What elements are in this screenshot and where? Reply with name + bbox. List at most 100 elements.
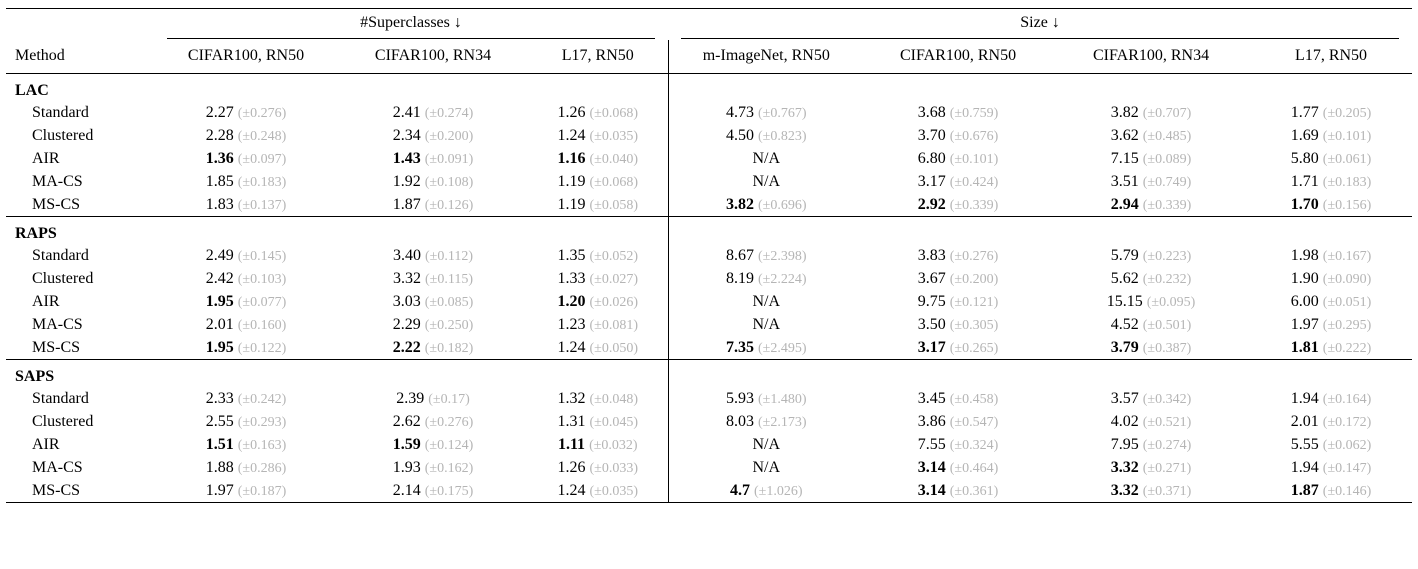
metric-value: 6.00 [1290,292,1319,310]
value-cell: 1.26 (±0.033) [528,456,668,479]
uncertainty-value: (±0.062) [1322,437,1372,453]
value-cell: 7.95 (±0.274) [1052,433,1250,456]
uncertainty-value: (±0.339) [949,197,999,213]
section-row-spacer [667,359,1413,387]
uncertainty-value: (±0.045) [589,414,639,430]
value-cell: 1.88 (±0.286) [154,456,338,479]
metric-value: 1.11 [557,435,586,453]
uncertainty-value: (±0.172) [1322,414,1372,430]
metric-value: 3.17 [917,338,946,356]
uncertainty-value: (±0.387) [1142,340,1192,356]
metric-value: 1.98 [1290,246,1319,264]
value-cell: 2.01 (±0.172) [1250,410,1412,433]
metric-value: 1.59 [392,435,421,453]
metric-value: 2.33 [205,389,234,407]
metric-value: 1.83 [205,195,234,213]
value-cell: 3.50 (±0.305) [864,313,1052,336]
value-cell: 1.51 (±0.163) [154,433,338,456]
metric-value: 3.68 [917,103,946,121]
metric-value: 8.03 [726,412,755,430]
metric-value: 7.35 [726,338,755,356]
uncertainty-value: (±0.759) [949,105,999,121]
value-cell: 1.32 (±0.048) [528,387,668,410]
metric-value: 4.73 [726,103,755,121]
uncertainty-value: (±0.121) [949,294,999,310]
metric-value: 2.34 [392,126,421,144]
value-cell: 3.40 (±0.112) [338,244,528,267]
section-header-row: LAC [6,73,1413,101]
value-cell: 1.35 (±0.052) [528,244,668,267]
uncertainty-value: (±0.276) [424,414,474,430]
method-cell: MA-CS [32,458,83,476]
value-cell: 1.24 (±0.035) [528,124,668,147]
uncertainty-value: (±0.276) [237,105,287,121]
value-cell: 3.62 (±0.485) [1052,124,1250,147]
value-cell: 1.23 (±0.081) [528,313,668,336]
value-cell: 4.73 (±0.767) [667,101,865,124]
uncertainty-value: (±0.162) [424,460,474,476]
value-cell: 1.11 (±0.032) [528,433,668,456]
metric-value: 4.7 [730,481,751,499]
method-cell: MA-CS [32,315,83,333]
value-cell: 3.32 (±0.371) [1052,479,1250,503]
uncertainty-value: (±0.274) [1142,437,1192,453]
metric-value: 2.39 [396,389,425,407]
uncertainty-value: (±0.305) [949,317,999,333]
metric-value: 1.71 [1290,172,1319,190]
uncertainty-value: (±0.112) [425,248,473,264]
uncertainty-value: (±0.040) [589,151,639,167]
column-header: CIFAR100, RN34 [1052,40,1251,74]
value-cell: 2.49 (±0.145) [154,244,338,267]
uncertainty-value: (±0.295) [1322,317,1372,333]
method-cell: Standard [32,246,89,264]
value-cell: 4.50 (±0.823) [667,124,865,147]
metric-value: 1.87 [392,195,421,213]
value-cell: 1.70 (±0.156) [1250,193,1412,217]
value-cell: 1.59 (±0.124) [338,433,528,456]
value-cell: 1.43 (±0.091) [338,147,528,170]
value-cell: 2.42 (±0.103) [154,267,338,290]
metric-value: N/A [752,435,781,453]
metric-value: 1.92 [392,172,421,190]
uncertainty-value: (±0.749) [1142,174,1192,190]
uncertainty-value: (±0.124) [424,437,474,453]
uncertainty-value: (±0.242) [237,391,287,407]
column-group-cell: #Superclasses ↓ [154,9,668,41]
metric-value: 1.36 [205,149,234,167]
uncertainty-value: (±0.222) [1322,340,1372,356]
uncertainty-value: (±0.089) [1142,151,1192,167]
column-header: CIFAR100, RN50 [864,40,1053,74]
metric-value: N/A [752,292,781,310]
value-cell: 1.93 (±0.162) [338,456,528,479]
metric-value: 3.70 [917,126,946,144]
metric-value: 1.35 [557,246,586,264]
metric-value: 1.95 [205,292,234,310]
uncertainty-value: (±0.035) [589,483,639,499]
uncertainty-value: (±0.095) [1146,294,1196,310]
value-cell: 3.03 (±0.085) [338,290,528,313]
value-cell: 8.19 (±2.224) [667,267,865,290]
uncertainty-value: (±0.050) [589,340,639,356]
metric-value: 3.67 [917,269,946,287]
section-row-spacer [667,73,1413,101]
uncertainty-value: (±0.103) [237,271,287,287]
method-cell: MS-CS [32,338,81,356]
method-cell: Clustered [32,412,94,430]
metric-value: 3.82 [726,195,755,213]
table-row: MS-CS 1.95 (±0.122) 2.22 (±0.182) 1.24 (±0.… [6,336,1412,360]
value-cell: 1.19 (±0.058) [528,193,668,217]
value-cell: 3.83 (±0.276) [864,244,1052,267]
metric-value: 4.50 [726,126,755,144]
value-cell: 3.67 (±0.200) [864,267,1052,290]
metric-value: 2.94 [1110,195,1139,213]
uncertainty-value: (±0.032) [589,437,638,453]
value-cell: 1.85 (±0.183) [154,170,338,193]
uncertainty-value: (±0.200) [424,128,474,144]
value-cell: 1.97 (±0.295) [1250,313,1412,336]
value-cell: 1.16 (±0.040) [528,147,668,170]
value-cell: 2.92 (±0.339) [864,193,1052,217]
metric-value: 1.97 [1290,315,1319,333]
uncertainty-value: (±0.068) [589,105,639,121]
uncertainty-value: (±0.205) [1322,105,1372,121]
metric-value: 1.93 [392,458,421,476]
